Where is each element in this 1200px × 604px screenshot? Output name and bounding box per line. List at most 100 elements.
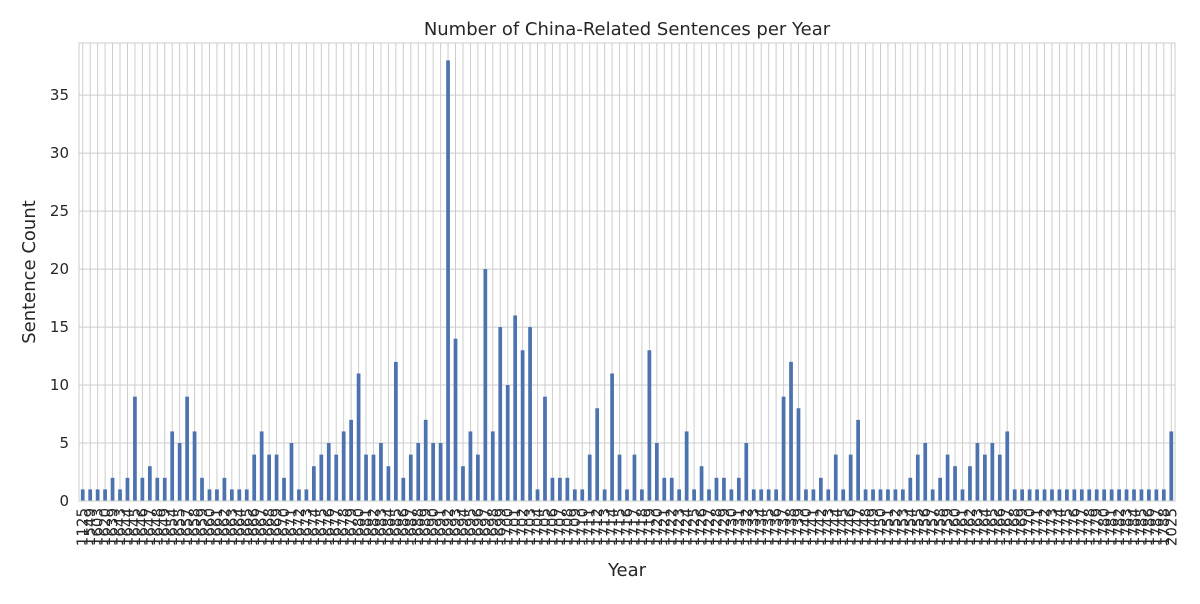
x-tick-label: 1705	[536, 508, 554, 546]
bar-1785	[1139, 489, 1144, 501]
x-tick-label: 1784	[1125, 508, 1143, 546]
bar-1780	[1102, 489, 1107, 501]
bar-1603	[95, 489, 100, 501]
x-tick-label: 1722	[663, 508, 681, 546]
x-tick-label: 1703	[521, 508, 539, 546]
x-tick-label: 1737	[775, 508, 793, 546]
bar-1688	[416, 443, 421, 501]
y-tick-label: 20	[50, 260, 69, 278]
bar-1681	[364, 454, 368, 501]
bar-1752	[893, 489, 898, 501]
x-tick-label: 1692	[439, 508, 457, 546]
x-tick-label: 1654	[163, 508, 181, 546]
y-tick-label: 10	[50, 376, 69, 394]
bar-1760	[953, 466, 957, 501]
bar-1727	[707, 489, 711, 501]
bar-1654	[170, 431, 175, 501]
bar-1751	[886, 489, 890, 501]
bar-1713	[602, 489, 607, 501]
x-tick-label: 1549	[81, 508, 99, 546]
x-tick-label: 1763	[968, 508, 986, 546]
x-tick-label: 1701	[506, 508, 524, 546]
x-tick-label: 1677	[327, 508, 345, 546]
x-tick-label: 1743	[819, 508, 837, 546]
x-tick-label: 1603	[89, 508, 107, 546]
x-tick-label: 1667	[253, 508, 271, 546]
x-tick-label: 1728	[707, 508, 725, 546]
bar-1698	[490, 431, 495, 501]
x-tick-label: 1706	[543, 508, 561, 546]
x-tick-label: 2025	[1162, 508, 1180, 546]
bar-1754	[908, 477, 913, 501]
bar-1692	[446, 60, 450, 502]
x-tick-label: 1779	[1088, 508, 1106, 546]
x-tick-label: 1697	[476, 508, 494, 546]
bar-1706	[550, 477, 555, 501]
x-tick-label: 1674	[305, 508, 323, 546]
x-tick-label: 1716	[618, 508, 636, 546]
x-tick-label: 1766	[991, 508, 1009, 546]
bar-1716	[625, 489, 629, 501]
bar-1125	[80, 489, 85, 501]
bar-1708	[565, 477, 570, 501]
x-tick-label: 1660	[200, 508, 218, 546]
x-tick-label: 1739	[789, 508, 807, 546]
x-tick-label: 1782	[1110, 508, 1128, 546]
x-tick-label: 1777	[1073, 508, 1091, 546]
bar-1687	[408, 454, 413, 501]
bar-1684	[386, 466, 391, 501]
bar-1710	[580, 489, 585, 501]
bar-1657	[185, 396, 189, 501]
x-tick-label: 1683	[372, 508, 390, 546]
bar-1670	[282, 477, 286, 501]
x-tick-label: 1675	[312, 508, 330, 546]
bar-1773	[1050, 489, 1054, 501]
bar-1734	[759, 489, 764, 501]
x-tick-label: 1668	[260, 508, 278, 546]
x-tick-label: 1672	[290, 508, 308, 546]
bar-1701	[513, 315, 518, 501]
bar-1700	[505, 385, 510, 501]
x-tick-label: 1687	[402, 508, 420, 546]
x-tick-label: 1769	[1013, 508, 1031, 546]
x-tick-label: 1659	[193, 508, 211, 546]
x-tick-label: 1680	[350, 508, 368, 546]
x-tick-label: 1715	[611, 508, 629, 546]
bar-1764	[983, 454, 987, 501]
bar-1672	[297, 489, 301, 501]
x-tick-label: 1774	[1050, 508, 1068, 546]
bar-1705	[543, 396, 547, 501]
bar-1691	[438, 443, 443, 501]
x-tick-label: 1742	[812, 508, 830, 546]
x-tick-label: 1767	[998, 508, 1016, 546]
bar-1620	[103, 489, 107, 501]
x-tick-label: 1746	[842, 508, 860, 546]
bar-1674	[311, 466, 316, 501]
x-tick-label: 1663	[223, 508, 241, 546]
x-tick-label: 1643	[111, 508, 129, 546]
bar-1679	[349, 419, 353, 501]
bar-1743	[826, 489, 831, 501]
bar-1661	[215, 489, 219, 501]
bar-1663	[229, 489, 234, 501]
bar-1669	[274, 454, 279, 501]
x-tick-label: 1764	[976, 508, 994, 546]
bar-1765	[990, 443, 995, 501]
bar-2025	[1169, 431, 1174, 501]
x-tick-label: 1693	[447, 508, 465, 546]
x-tick-label: 1776	[1065, 508, 1083, 546]
bar-1715	[617, 454, 622, 501]
x-tick-label: 1781	[1103, 508, 1121, 546]
bar-1686	[401, 477, 406, 501]
x-tick-label: 1714	[603, 508, 621, 546]
bar-1749	[871, 489, 875, 501]
bar-1664	[237, 489, 242, 501]
bar-1730	[729, 489, 734, 501]
bar-1738	[789, 361, 793, 501]
x-tick-label: 1712	[588, 508, 606, 546]
x-tick-label: 1649	[156, 508, 174, 546]
x-tick-label: 1655	[171, 508, 189, 546]
bar-1759	[945, 454, 950, 501]
x-tick-label: 1753	[894, 508, 912, 546]
